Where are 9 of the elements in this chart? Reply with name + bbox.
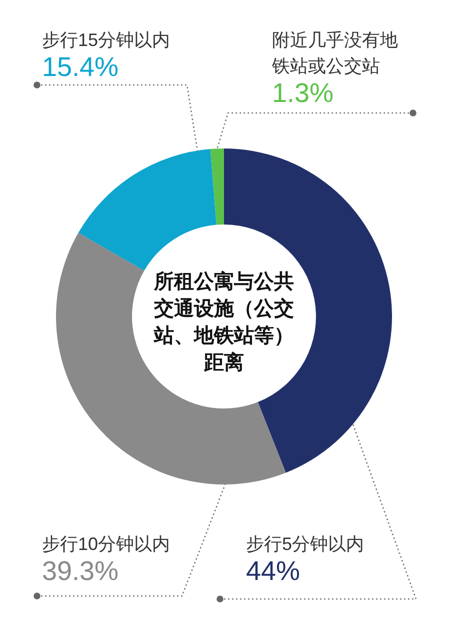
text: 所租公寓与公共交通设施（公交站、地铁站等）距离 — [152, 270, 295, 376]
slice-label: 附近几乎没有地铁站或公交站 — [272, 29, 399, 78]
slice-label: 步行15分钟以内 — [42, 29, 172, 52]
slice-label: 步行10分钟以内 — [42, 533, 172, 556]
data-label: 15.4% — [42, 52, 120, 82]
data-label: 39.3% — [42, 556, 120, 586]
data-label: 1.3% — [272, 78, 335, 108]
data-label: 44% — [246, 556, 302, 586]
slice-label: 步行5分钟以内 — [246, 533, 366, 556]
